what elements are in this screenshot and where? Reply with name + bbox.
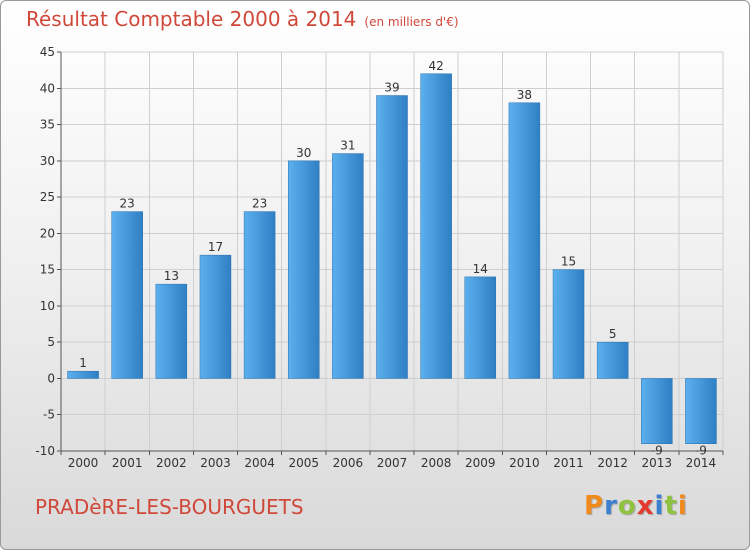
x-tick-label: 2000 bbox=[68, 456, 99, 470]
y-tick-label: 25 bbox=[40, 190, 55, 204]
y-tick-label: -10 bbox=[35, 444, 55, 458]
y-tick-label: 5 bbox=[47, 335, 55, 349]
y-tick-label: 35 bbox=[40, 118, 55, 132]
logo-letter: P bbox=[584, 491, 605, 521]
y-tick-label: 45 bbox=[40, 45, 55, 59]
data-label: 23 bbox=[120, 197, 135, 211]
data-label: 15 bbox=[561, 255, 576, 269]
y-tick-label: -5 bbox=[43, 408, 55, 422]
x-tick-label: 2010 bbox=[509, 456, 540, 470]
x-tick-label: 2005 bbox=[288, 456, 319, 470]
bar-2008 bbox=[420, 73, 452, 379]
x-tick-label: 2004 bbox=[244, 456, 275, 470]
bar-2011 bbox=[552, 269, 585, 379]
data-label: 31 bbox=[340, 139, 355, 153]
chart-title: Résultat Comptable 2000 à 2014 (en millie… bbox=[26, 7, 459, 31]
y-tick-label: 20 bbox=[40, 226, 55, 240]
y-tick-label: 10 bbox=[40, 299, 55, 313]
bar-2001 bbox=[111, 211, 143, 379]
bar-2003 bbox=[199, 254, 232, 379]
x-tick-label: 2013 bbox=[642, 456, 673, 470]
proxiti-logo: Proxiti bbox=[584, 491, 688, 521]
bar-2000 bbox=[67, 370, 99, 379]
bar-2006 bbox=[332, 153, 364, 379]
bar-2014 bbox=[685, 378, 717, 444]
bar-2013 bbox=[641, 378, 673, 444]
data-label: 13 bbox=[164, 269, 179, 283]
y-tick-label: 40 bbox=[40, 81, 55, 95]
data-label: -9 bbox=[651, 444, 663, 458]
x-tick-label: 2007 bbox=[377, 456, 408, 470]
logo-letter: o bbox=[617, 491, 637, 521]
bar-2009 bbox=[464, 276, 497, 379]
data-label: 5 bbox=[609, 327, 617, 341]
x-tick-label: 2014 bbox=[686, 456, 717, 470]
bar-2004 bbox=[243, 211, 276, 379]
logo-letter: x bbox=[636, 491, 655, 521]
data-label: 1 bbox=[79, 356, 87, 370]
chart-unit: (en milliers d'€) bbox=[364, 15, 459, 29]
data-label: 38 bbox=[517, 88, 532, 102]
x-tick-label: 2012 bbox=[597, 456, 628, 470]
location-name: PRADèRE-LES-BOURGUETS bbox=[35, 495, 304, 519]
data-label: 17 bbox=[208, 240, 223, 254]
bar-2012 bbox=[596, 341, 629, 379]
logo-letter: i bbox=[677, 491, 688, 521]
data-label: 23 bbox=[252, 197, 267, 211]
bar-2007 bbox=[376, 95, 408, 379]
data-label: -9 bbox=[695, 444, 707, 458]
bar-2010 bbox=[508, 102, 541, 379]
data-label: 42 bbox=[428, 59, 443, 73]
x-tick-label: 2003 bbox=[200, 456, 231, 470]
y-tick-label: 30 bbox=[40, 154, 55, 168]
logo-letter: r bbox=[604, 491, 618, 521]
bar-2005 bbox=[287, 160, 320, 379]
x-tick-label: 2002 bbox=[156, 456, 187, 470]
x-tick-label: 2006 bbox=[333, 456, 364, 470]
bar-2002 bbox=[155, 283, 188, 379]
chart-title-text: Résultat Comptable 2000 à 2014 bbox=[26, 7, 357, 31]
logo-letter: t bbox=[664, 491, 678, 521]
logo-letter: i bbox=[654, 491, 665, 521]
data-label: 14 bbox=[473, 262, 488, 276]
data-label: 30 bbox=[296, 146, 311, 160]
x-tick-label: 2001 bbox=[112, 456, 143, 470]
x-tick-label: 2009 bbox=[465, 456, 496, 470]
y-tick-label: 15 bbox=[40, 263, 55, 277]
y-tick-label: 0 bbox=[47, 371, 55, 385]
data-label: 39 bbox=[384, 81, 399, 95]
x-tick-label: 2011 bbox=[553, 456, 584, 470]
x-tick-label: 2008 bbox=[421, 456, 452, 470]
